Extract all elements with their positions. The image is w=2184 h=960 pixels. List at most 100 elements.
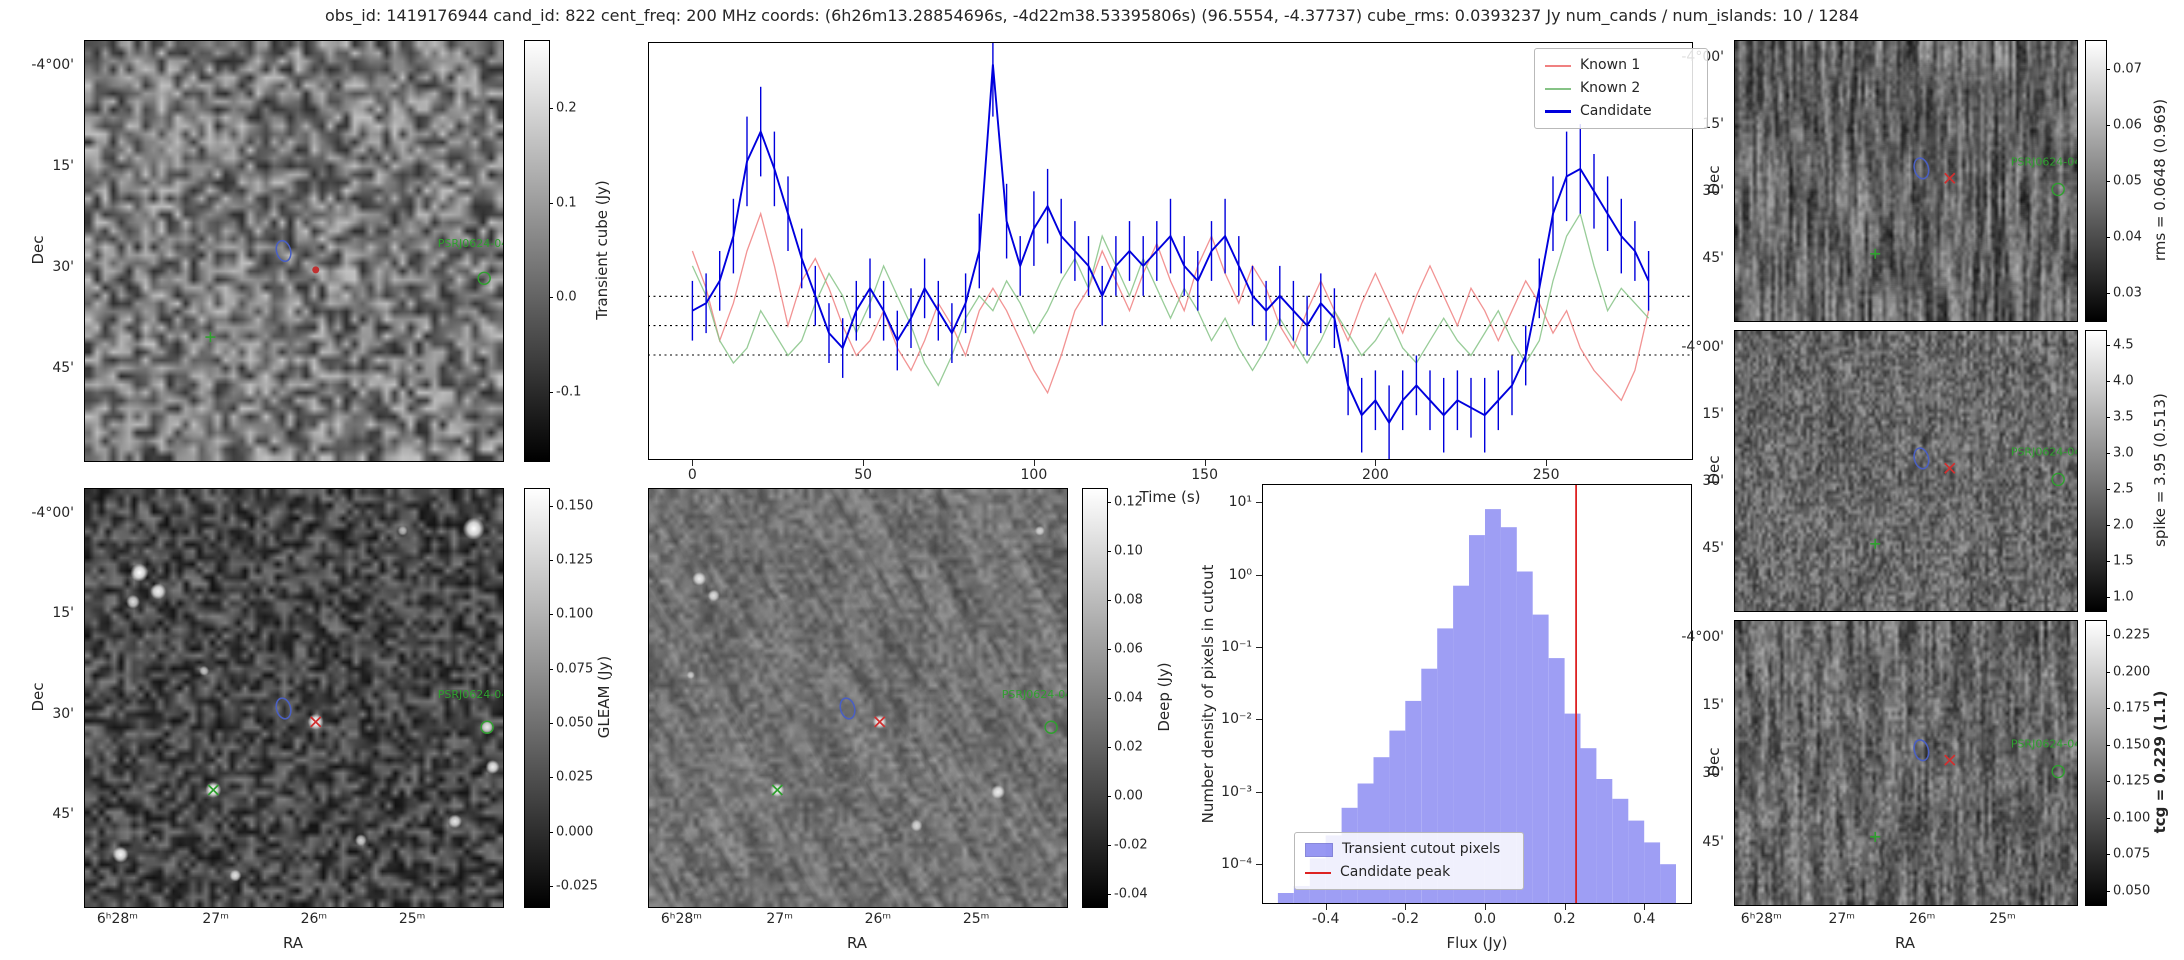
- colorbar-tick-mark: [2106, 237, 2110, 238]
- histogram-bar: [1469, 535, 1485, 904]
- colorbar-tick-label: 0.07: [2113, 61, 2142, 77]
- candidate-peak-swatch: [1305, 871, 1331, 874]
- plus-marker: [1870, 831, 1881, 842]
- legend-label-known2: Known 2: [1580, 80, 1641, 96]
- gleam-colorbar: 0.150 0.125 0.100 0.075 0.050 0.025 0.000 -0.02…: [524, 488, 598, 908]
- axis-tick-label: -4°00': [31, 505, 74, 522]
- histogram-bar: [1548, 658, 1565, 904]
- colorbar-tick-label: 2.0: [2113, 517, 2134, 533]
- colorbar-tick-label: 0.125: [556, 552, 594, 568]
- colorbar-tick-label: 0.100: [2113, 810, 2151, 826]
- tcg-overlay: PSRJ0624-0424: [1870, 737, 2077, 842]
- colorbar-tick-label: 0.075: [556, 661, 594, 677]
- axis-tick-label: 30': [1702, 473, 1724, 490]
- spike-streak-image: [1735, 331, 2077, 611]
- ra-axis-label-tcg: RA: [1894, 934, 1916, 952]
- colorbar-tick-mark: [2106, 181, 2110, 182]
- colorbar-tick-label: 0.125: [2113, 773, 2151, 789]
- known1-line-swatch: [1545, 64, 1571, 67]
- ra-ticks-deep: 6ʰ28ᵐ 27ᵐ 26ᵐ 25ᵐ: [648, 908, 1066, 928]
- histogram-bar: [1277, 893, 1294, 904]
- colorbar-tick-mark: [549, 297, 553, 299]
- colorbar-tick-label: 0.08: [1114, 592, 1143, 608]
- axis-tick-label: 6ʰ28ᵐ: [96, 911, 138, 927]
- x-tick-mark: [863, 460, 865, 466]
- y-tick-mark: [1256, 791, 1262, 793]
- source-circle-marker: [480, 720, 494, 734]
- colorbar-tick-label: 4.0: [2113, 373, 2134, 389]
- colorbar-tick-mark: [549, 391, 553, 393]
- tcg-colorbar: 0.225 0.200 0.175 0.150 0.125 0.100 0.075 0.050: [2085, 620, 2150, 906]
- transient-colorbar-label: Transient cube (Jy): [593, 180, 611, 320]
- colorbar-tick-label: 0.0: [556, 289, 577, 305]
- x-tick-label: 0: [687, 467, 697, 483]
- rms-streak-image: [1735, 41, 2077, 321]
- rms-colorbar-label: rms = 0.0648 (0.969): [2151, 98, 2169, 262]
- legend-row-cutout-pixels: Transient cutout pixels: [1305, 838, 1513, 861]
- candidate-ellipse-marker: [1913, 447, 1930, 470]
- source-circle-marker: [2051, 764, 2065, 779]
- axis-tick-label: 26ᵐ: [864, 911, 892, 927]
- y-tick-label: 10¹: [1228, 494, 1252, 511]
- colorbar-tick-label: 0.02: [1114, 739, 1143, 755]
- candidate-series-line: [691, 64, 1650, 425]
- gleam-overlay: PSRJ0624-0424: [207, 688, 503, 796]
- x-tick-label: -0.2: [1391, 911, 1419, 927]
- dec-ticks-transient: -4°00' 15' 30' 45': [0, 40, 80, 460]
- x-tick-mark: [1405, 904, 1407, 910]
- axis-tick-label: -4°00': [31, 57, 74, 74]
- colorbar-tick-label: 0.225: [2113, 627, 2151, 643]
- colorbar-tick-mark: [549, 831, 553, 833]
- colorbar-tick-label: 0.150: [556, 498, 594, 514]
- deep-colorbar: 0.12 0.10 0.08 0.06 0.04 0.02 0.00 -0.02 -0.04: [1082, 488, 1148, 908]
- spike-colorbar-label: spike = 3.95 (0.513): [2151, 393, 2169, 547]
- axis-tick-label: 25ᵐ: [1989, 911, 2016, 927]
- tcg-cutout-panel: PSRJ0624-0424: [1734, 620, 2078, 906]
- x-tick-label: 100: [1020, 467, 1048, 483]
- histogram-bar: [1628, 820, 1645, 904]
- axis-tick-label: 45': [52, 359, 74, 376]
- colorbar-tick-mark: [2106, 125, 2110, 126]
- y-tick-mark: [1256, 574, 1262, 576]
- colorbar-tick-label: 0.000: [556, 824, 594, 840]
- axis-tick-label: 30': [1702, 183, 1724, 200]
- axis-tick-label: 45': [52, 806, 74, 823]
- colorbar-tick-label: 0.150: [2113, 737, 2151, 753]
- x-tick-mark: [1033, 460, 1035, 466]
- y-tick-label: 10⁻⁴: [1221, 856, 1252, 873]
- source-name-label: PSRJ0624-0424: [2011, 737, 2077, 750]
- histogram-bar: [1644, 842, 1661, 904]
- y-tick-label: 10⁻²: [1221, 711, 1252, 728]
- colorbar-tick-mark: [2106, 560, 2110, 562]
- x-tick-label: 0.2: [1553, 911, 1576, 927]
- source-circle-marker: [2051, 472, 2065, 487]
- colorbar-tick-mark: [549, 668, 553, 670]
- source-circle-marker: [1044, 720, 1058, 734]
- plot-frame: [1262, 484, 1692, 904]
- plus-marker: [1870, 248, 1881, 259]
- axis-tick-label: 15': [52, 605, 74, 622]
- colorbar-tick-mark: [1107, 796, 1111, 798]
- colorbar-tick-label: 0.04: [2113, 229, 2142, 245]
- axis-tick-label: 15': [1702, 697, 1724, 714]
- colorbar-tick-mark: [549, 202, 553, 204]
- time-axis-label: Time (s): [1139, 488, 1201, 506]
- spike-colorbar: 4.5 4.0 3.5 3.0 2.5 2.0 1.5 1.0: [2085, 330, 2134, 612]
- colorbar-tick-label: 3.0: [2113, 445, 2134, 461]
- source-name-label: PSRJ0624-0424: [1002, 688, 1067, 701]
- colorbar-tick-label: 2.5: [2113, 481, 2134, 497]
- x-marker: [1944, 462, 1956, 474]
- candidate-line-swatch: [1545, 110, 1571, 113]
- legend-row-candidate: Candidate: [1545, 100, 1697, 123]
- histogram-plot: [1262, 484, 1692, 904]
- plus-marker: [205, 332, 216, 343]
- colorbar-tick-mark: [2106, 525, 2110, 527]
- colorbar-tick-mark: [1107, 698, 1111, 699]
- colorbar-tick-mark: [2106, 488, 2110, 490]
- colorbar-tick-mark: [2106, 416, 2110, 418]
- x-tick-mark: [1564, 904, 1566, 910]
- x-marker: [1944, 754, 1956, 766]
- colorbar-tick-label: 0.050: [556, 715, 594, 731]
- red-dot-marker: [312, 266, 320, 274]
